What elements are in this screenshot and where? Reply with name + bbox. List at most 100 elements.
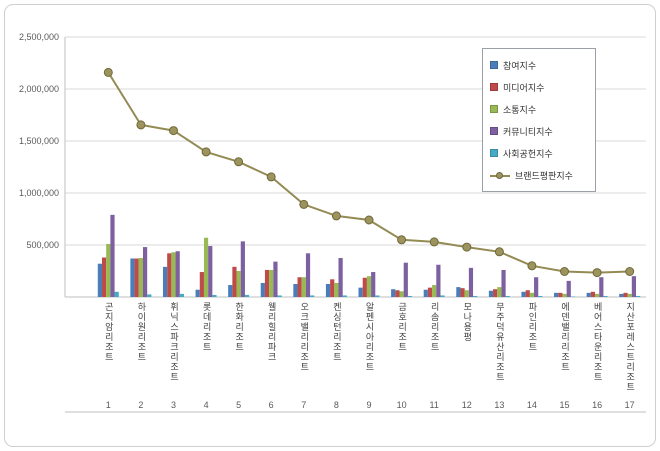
category-label-text: 켄싱턴리조트 [331,302,342,362]
marker-브랜드평판지수 [560,267,569,276]
bar-미디어지수 [167,253,172,297]
category-label: 무주덕유산리조트 [483,302,516,398]
category-label: 모나용평 [451,302,484,398]
bar-미디어지수 [264,269,270,297]
bar-사회공헌지수 [342,295,347,297]
bar-참여지수 [619,293,624,297]
legend-item: 커뮤니티지수 [490,123,588,139]
bar-커뮤니티지수 [110,214,115,297]
bar-사회공헌지수 [636,295,641,297]
bar-커뮤니티지수 [468,267,474,297]
rank-label: 12 [461,400,472,410]
bar-사회공헌지수 [179,293,184,297]
bar-사회공헌지수 [277,295,282,297]
legend-label: 커뮤니티지수 [503,126,553,137]
marker-브랜드평판지수 [266,172,276,182]
category-label-text: 금호리조트 [397,302,408,352]
bar-사회공헌지수 [244,294,250,297]
bar-미디어지수 [232,266,237,297]
legend-item: 참여지수 [490,57,588,73]
category-label: 지산포레스트리조트 [613,302,646,398]
bar-소통지수 [595,293,600,297]
bar-참여지수 [586,292,591,297]
bar-미디어지수 [590,291,596,297]
line-series [103,67,635,278]
category-label-text: 롯데리조트 [201,302,212,352]
category-label-text: 곤지암리조트 [103,302,114,362]
bar-사회공헌지수 [114,291,119,297]
marker-브랜드평판지수 [625,267,635,276]
bar-미디어지수 [134,258,139,297]
category-label: 켄싱턴리조트 [320,302,353,398]
y-tick-label: 2,500,000 [19,32,59,42]
marker-브랜드평판지수 [331,211,341,221]
y-axis-labels: 500,000 1,000,000 1,500,000 2,000,000 2,500,… [19,32,59,250]
bar-소통지수 [627,293,632,297]
bar-커뮤니티지수 [631,276,637,297]
marker-브랜드평판지수 [299,199,309,209]
category-label-text: 에덴밸리리조트 [559,302,570,372]
category-label-text: 휘닉스파크리조트 [168,302,179,382]
legend-item: 사회공헌지수 [490,145,588,161]
marker-브랜드평판지수 [234,157,244,167]
bar-커뮤니티지수 [403,262,408,297]
category-label: 파인리조트 [516,302,549,398]
legend-label: 미디어지수 [503,82,545,93]
bar-소통지수 [334,282,339,297]
legend-swatch-icon [490,105,498,113]
legend-box: 참여지수 미디어지수 소통지수 커뮤니티지수 사회공헌지수 브랜드평판지수 [482,48,596,192]
bar-사회공헌지수 [473,295,478,297]
rank-label: 9 [366,400,372,410]
bar-소통지수 [562,293,567,297]
legend-swatch-icon [490,83,498,91]
bar-참여지수 [358,287,363,297]
category-label-text: 모나용평 [462,302,473,342]
rank-label: 10 [396,400,407,410]
bar-사회공헌지수 [147,294,152,297]
bar-커뮤니티지수 [175,251,180,297]
category-label: 에덴밸리리조트 [548,302,581,398]
bar-참여지수 [293,284,298,297]
bar-참여지수 [162,266,168,297]
rank-label: 14 [526,400,537,410]
rank-label: 5 [236,400,242,410]
bar-참여지수 [260,282,265,297]
bar-미디어지수 [297,277,302,297]
bar-사회공헌지수 [603,295,608,297]
category-label-text: 한화리조트 [234,302,245,352]
bar-미디어지수 [460,288,465,297]
bar-미디어지수 [558,292,563,297]
rank-label: 4 [203,400,209,410]
legend-line-marker-icon [490,171,510,180]
bar-참여지수 [391,289,396,297]
bar-참여지수 [325,284,331,297]
bar-소통지수 [203,237,209,297]
category-label: 곤지암리조트 [92,302,125,398]
bar-사회공헌지수 [440,295,445,297]
bar-미디어지수 [395,290,400,297]
bar-미디어지수 [623,292,628,297]
rank-label: 8 [333,400,339,410]
legend-item: 브랜드평판지수 [490,167,588,183]
bar-커뮤니티지수 [599,277,604,297]
category-label: 금호리조트 [385,302,418,398]
marker-브랜드평판지수 [201,147,211,157]
category-label-text: 무주덕유산리조트 [494,302,505,382]
y-tick-label: 1,500,000 [19,136,59,146]
bar-소통지수 [171,252,176,297]
bar-사회공헌지수 [407,295,413,297]
bar-사회공헌지수 [212,294,217,297]
marker-브랜드평판지수 [462,242,472,252]
bar-커뮤니티지수 [273,261,278,297]
bar-미디어지수 [101,257,107,297]
bar-소통지수 [497,287,502,297]
marker-브랜드평판지수 [364,215,374,225]
bar-커뮤니티지수 [240,241,245,297]
bar-미디어지수 [525,290,530,297]
bar-사회공헌지수 [375,295,380,297]
legend-label: 브랜드평판지수 [515,170,573,181]
bar-미디어지수 [362,277,367,297]
category-label: 웰리힐리파크 [255,302,288,398]
rank-label: 1 [105,400,111,410]
